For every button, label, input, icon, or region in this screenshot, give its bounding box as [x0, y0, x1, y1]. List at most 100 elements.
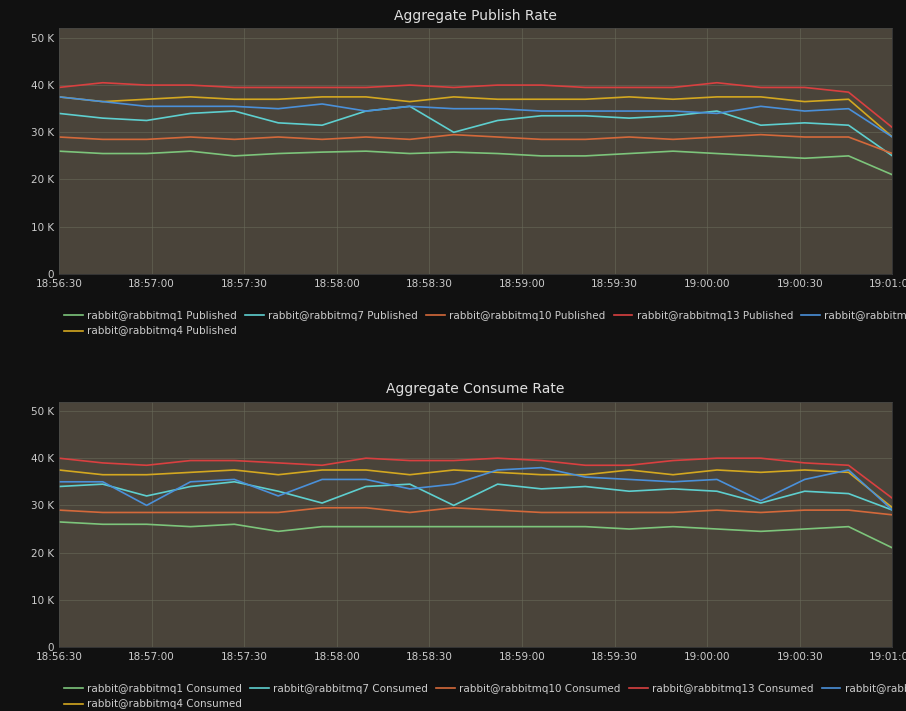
rabbit@rabbitmq1 Consumed	[756, 527, 766, 535]
rabbit@rabbitmq4 Consumed	[492, 468, 503, 476]
rabbit@rabbitmq10 Published	[799, 133, 810, 141]
rabbit@rabbitmq7 Consumed	[623, 487, 634, 496]
rabbit@rabbitmq13 Published	[799, 83, 810, 92]
rabbit@rabbitmq13 Consumed	[580, 461, 591, 469]
rabbit@rabbitmq16 Consumed	[404, 485, 415, 493]
rabbit@rabbitmq10 Published	[668, 135, 679, 144]
rabbit@rabbitmq10 Published	[843, 133, 854, 141]
rabbit@rabbitmq4 Published	[141, 95, 152, 104]
rabbit@rabbitmq16 Consumed	[97, 478, 108, 486]
rabbit@rabbitmq4 Published	[536, 95, 547, 104]
rabbit@rabbitmq7 Consumed	[404, 480, 415, 488]
rabbit@rabbitmq1 Published	[448, 148, 459, 156]
rabbit@rabbitmq1 Consumed	[711, 525, 722, 533]
rabbit@rabbitmq10 Consumed	[229, 508, 240, 517]
rabbit@rabbitmq13 Consumed	[756, 454, 766, 462]
rabbit@rabbitmq1 Consumed	[141, 520, 152, 528]
rabbit@rabbitmq13 Consumed	[273, 459, 284, 467]
rabbit@rabbitmq13 Published	[843, 88, 854, 97]
rabbit@rabbitmq7 Published	[756, 121, 766, 129]
rabbit@rabbitmq16 Consumed	[536, 464, 547, 472]
rabbit@rabbitmq13 Consumed	[361, 454, 371, 462]
rabbit@rabbitmq16 Published	[711, 109, 722, 118]
rabbit@rabbitmq1 Consumed	[580, 523, 591, 531]
rabbit@rabbitmq10 Published	[404, 135, 415, 144]
rabbit@rabbitmq7 Published	[887, 151, 898, 160]
Line: rabbit@rabbitmq1 Consumed: rabbit@rabbitmq1 Consumed	[59, 522, 892, 548]
rabbit@rabbitmq1 Published	[711, 149, 722, 158]
rabbit@rabbitmq10 Published	[273, 133, 284, 141]
rabbit@rabbitmq7 Consumed	[361, 482, 371, 491]
rabbit@rabbitmq16 Consumed	[580, 473, 591, 481]
rabbit@rabbitmq4 Published	[843, 95, 854, 104]
rabbit@rabbitmq4 Consumed	[668, 471, 679, 479]
rabbit@rabbitmq13 Consumed	[536, 456, 547, 465]
rabbit@rabbitmq4 Consumed	[97, 471, 108, 479]
rabbit@rabbitmq7 Consumed	[887, 506, 898, 514]
rabbit@rabbitmq4 Published	[317, 92, 328, 101]
rabbit@rabbitmq4 Published	[711, 92, 722, 101]
rabbit@rabbitmq1 Published	[404, 149, 415, 158]
rabbit@rabbitmq7 Published	[799, 119, 810, 127]
rabbit@rabbitmq1 Published	[623, 149, 634, 158]
rabbit@rabbitmq16 Consumed	[492, 466, 503, 474]
rabbit@rabbitmq7 Published	[361, 107, 371, 115]
rabbit@rabbitmq4 Published	[668, 95, 679, 104]
rabbit@rabbitmq4 Published	[185, 92, 196, 101]
rabbit@rabbitmq13 Published	[273, 83, 284, 92]
rabbit@rabbitmq4 Consumed	[229, 466, 240, 474]
rabbit@rabbitmq4 Published	[623, 92, 634, 101]
rabbit@rabbitmq1 Published	[229, 151, 240, 160]
Title: Aggregate Consume Rate: Aggregate Consume Rate	[387, 383, 564, 396]
rabbit@rabbitmq16 Published	[448, 105, 459, 113]
rabbit@rabbitmq16 Published	[668, 107, 679, 115]
rabbit@rabbitmq13 Consumed	[141, 461, 152, 469]
rabbit@rabbitmq10 Consumed	[404, 508, 415, 517]
rabbit@rabbitmq4 Consumed	[536, 471, 547, 479]
rabbit@rabbitmq16 Published	[141, 102, 152, 111]
rabbit@rabbitmq1 Consumed	[185, 523, 196, 531]
rabbit@rabbitmq10 Consumed	[756, 508, 766, 517]
rabbit@rabbitmq7 Consumed	[273, 487, 284, 496]
rabbit@rabbitmq1 Consumed	[536, 523, 547, 531]
rabbit@rabbitmq16 Consumed	[448, 480, 459, 488]
rabbit@rabbitmq7 Consumed	[711, 487, 722, 496]
rabbit@rabbitmq1 Consumed	[843, 523, 854, 531]
rabbit@rabbitmq4 Published	[229, 95, 240, 104]
rabbit@rabbitmq16 Published	[404, 102, 415, 111]
rabbit@rabbitmq7 Published	[668, 112, 679, 120]
rabbit@rabbitmq10 Published	[623, 133, 634, 141]
rabbit@rabbitmq13 Consumed	[887, 494, 898, 503]
rabbit@rabbitmq16 Published	[361, 107, 371, 115]
rabbit@rabbitmq1 Published	[141, 149, 152, 158]
rabbit@rabbitmq10 Consumed	[448, 503, 459, 512]
rabbit@rabbitmq7 Published	[711, 107, 722, 115]
rabbit@rabbitmq16 Consumed	[668, 478, 679, 486]
rabbit@rabbitmq1 Consumed	[404, 523, 415, 531]
rabbit@rabbitmq13 Published	[756, 83, 766, 92]
rabbit@rabbitmq16 Consumed	[273, 492, 284, 501]
rabbit@rabbitmq13 Consumed	[97, 459, 108, 467]
rabbit@rabbitmq16 Consumed	[799, 475, 810, 483]
rabbit@rabbitmq4 Published	[448, 92, 459, 101]
rabbit@rabbitmq10 Consumed	[317, 503, 328, 512]
rabbit@rabbitmq13 Published	[53, 83, 64, 92]
rabbit@rabbitmq10 Consumed	[273, 508, 284, 517]
Line: rabbit@rabbitmq10 Published: rabbit@rabbitmq10 Published	[59, 134, 892, 154]
rabbit@rabbitmq16 Published	[536, 107, 547, 115]
rabbit@rabbitmq1 Published	[97, 149, 108, 158]
rabbit@rabbitmq16 Consumed	[887, 506, 898, 514]
rabbit@rabbitmq13 Published	[448, 83, 459, 92]
Line: rabbit@rabbitmq13 Consumed: rabbit@rabbitmq13 Consumed	[59, 458, 892, 498]
rabbit@rabbitmq13 Published	[492, 81, 503, 90]
rabbit@rabbitmq13 Consumed	[492, 454, 503, 462]
rabbit@rabbitmq16 Published	[623, 107, 634, 115]
rabbit@rabbitmq7 Consumed	[141, 492, 152, 501]
rabbit@rabbitmq7 Consumed	[185, 482, 196, 491]
rabbit@rabbitmq7 Consumed	[756, 499, 766, 508]
rabbit@rabbitmq4 Published	[361, 92, 371, 101]
rabbit@rabbitmq13 Published	[361, 83, 371, 92]
rabbit@rabbitmq7 Consumed	[492, 480, 503, 488]
rabbit@rabbitmq13 Published	[229, 83, 240, 92]
rabbit@rabbitmq13 Published	[580, 83, 591, 92]
